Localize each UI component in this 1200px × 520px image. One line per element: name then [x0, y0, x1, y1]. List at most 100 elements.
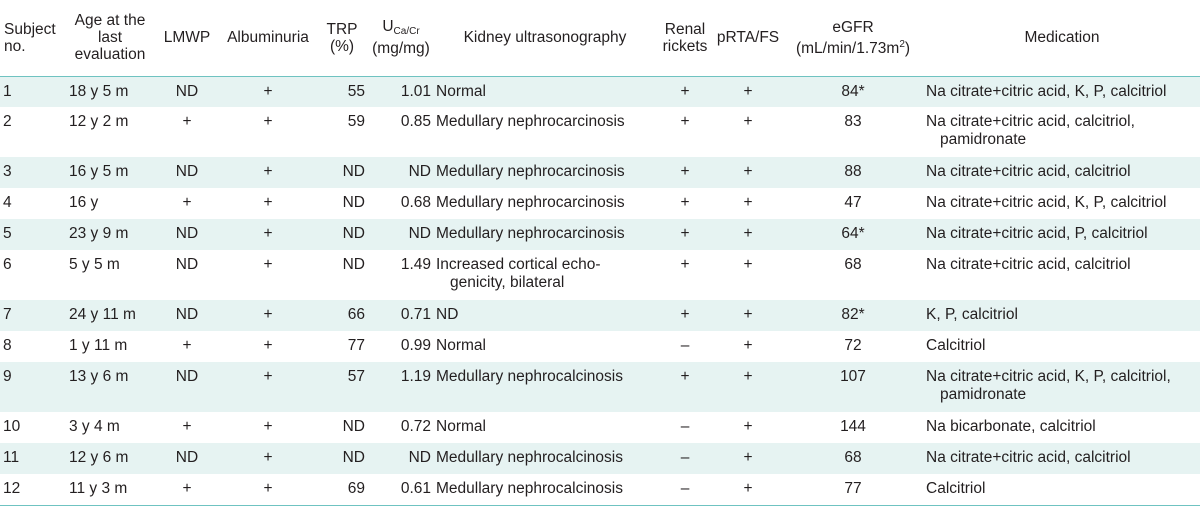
cell-rickets: + [680, 163, 690, 180]
header-row: Subject no. Age at the last evaluation L… [0, 0, 1200, 77]
cell-rickets: + [680, 306, 690, 323]
cell-subject: 10 [3, 418, 21, 435]
cell-egfr: 82* [841, 306, 865, 323]
cell-trp: 69 [347, 480, 365, 497]
cell-medication: Na citrate+citric acid, K, P, calcitriol [926, 82, 1167, 100]
cell-albuminuria: + [263, 194, 273, 211]
cell-rickets: + [680, 194, 690, 211]
cell-prta: + [743, 256, 753, 273]
cell-lmwp: + [182, 418, 192, 435]
cell-subject: 4 [3, 194, 12, 211]
cell-medication: Na citrate+citric acid, calcitriol [926, 163, 1131, 180]
cell-lmwp: + [182, 113, 192, 130]
cell-egfr: 88 [844, 163, 862, 180]
cell-age: 5 y 5 m [69, 256, 120, 273]
table-row: 8 1 y 11 m + +77 0.99 Normal – +72 Calcitriol [0, 331, 1200, 362]
cell-egfr: 64* [841, 225, 865, 242]
table-row: 2 12 y 2 m + +59 0.85 Medullary nephrocarcino… [0, 107, 1200, 157]
cell-age: 11 y 3 m [69, 480, 128, 497]
header-egfr-close: ) [904, 39, 911, 57]
cell-uca: 1.49 [400, 256, 431, 273]
header-egfr-unit: (mL/min/1.73m [795, 39, 900, 57]
table-row: 11 12 y 6 m ND + ND ND Medullary nephrocalcino… [0, 443, 1200, 474]
cell-subject: 12 [3, 480, 21, 497]
cell-egfr: 72 [844, 337, 862, 354]
cell-subject: 5 [3, 225, 12, 242]
cell-prta: + [743, 306, 753, 323]
cell-prta: + [743, 418, 753, 435]
header-medication: Medication [924, 0, 1200, 77]
cell-albuminuria: + [263, 449, 273, 466]
table-row: 9 13 y 6 m ND +57 1.19 Medullary nephrocalcin… [0, 362, 1200, 412]
cell-subject: 8 [3, 337, 12, 354]
cell-lmwp: + [182, 194, 192, 211]
cell-rickets: – [680, 480, 690, 497]
cell-prta: + [743, 480, 753, 497]
cell-medication: K, P, calcitriol [926, 306, 1018, 323]
cell-uca: 0.68 [400, 194, 431, 211]
cell-uca: 0.61 [400, 480, 431, 497]
cell-albuminuria: + [263, 82, 273, 100]
header-lmwp: LMWP [154, 0, 220, 77]
cell-age: 12 y 6 m [69, 449, 129, 466]
table-row: 3 16 y 5 m ND + ND ND Medullary nephrocarcinos… [0, 157, 1200, 188]
cell-albuminuria: + [263, 306, 273, 323]
cell-prta: + [743, 449, 753, 466]
cell-lmwp: ND [175, 368, 199, 385]
cell-age: 12 y 2 m [69, 113, 129, 130]
header-kidney: Kidney ultrasonography [434, 0, 656, 77]
cell-trp: 66 [347, 306, 365, 323]
cell-age: 16 y 5 m [69, 163, 129, 180]
cell-uca: 0.99 [400, 337, 431, 354]
cell-uca: 0.71 [400, 306, 431, 323]
cell-lmwp: ND [175, 449, 199, 466]
cell-rickets: – [680, 337, 690, 354]
header-albuminuria: Albuminuria [220, 0, 316, 77]
table-row: 7 24 y 11 m ND +66 0.71 ND + +82* K, P, calcitri… [0, 300, 1200, 331]
cell-egfr: 83 [844, 113, 862, 130]
cell-kidney: Medullary nephrocalcinosis [436, 480, 623, 497]
cell-uca: 1.01 [400, 82, 431, 100]
cell-rickets: – [680, 449, 690, 466]
cell-kidney: Medullary nephrocarcinosis [436, 194, 625, 211]
cell-age: 23 y 9 m [69, 225, 129, 242]
cell-trp: 55 [347, 82, 365, 100]
cell-subject: 6 [3, 256, 12, 273]
cell-kidney: Normal [436, 418, 486, 435]
cell-subject: 7 [3, 306, 12, 323]
clinical-data-table: Subject no. Age at the last evaluation L… [0, 0, 1200, 505]
cell-kidney: Increased cortical echo-genicity, bilate… [436, 256, 601, 291]
cell-prta: + [743, 225, 753, 242]
cell-lmwp: ND [175, 163, 199, 180]
table-row: 12 11 y 3 m + +69 0.61 Medullary nephrocalcin… [0, 474, 1200, 505]
table-row: 6 5 y 5 m ND + ND 1.49 Increased cortical echo… [0, 250, 1200, 300]
header-egfr-main: eGFR [832, 18, 874, 36]
cell-prta: + [743, 194, 753, 211]
cell-prta: + [743, 368, 753, 385]
table-row: 4 16 y + + ND 0.68 Medullary nephrocarcinosis +… [0, 188, 1200, 219]
cell-subject: 11 [3, 449, 20, 466]
cell-egfr: 47 [844, 194, 862, 211]
cell-trp: ND [342, 449, 365, 466]
cell-subject: 3 [3, 163, 12, 180]
cell-prta: + [743, 82, 753, 100]
header-uca-unit: (mg/mg) [372, 40, 430, 58]
cell-kidney: ND [436, 306, 459, 323]
cell-trp: ND [342, 194, 365, 211]
cell-rickets: + [680, 82, 690, 100]
header-prta: pRTA/FS [714, 0, 782, 77]
cell-rickets: – [680, 418, 690, 435]
header-egfr: eGFR (mL/min/1.73m2) [782, 0, 924, 77]
cell-trp: ND [342, 418, 365, 435]
cell-medication: Na citrate+citric acid, calcitriol, pami… [926, 113, 1135, 148]
cell-trp: ND [342, 256, 365, 273]
cell-uca: 0.72 [400, 418, 431, 435]
cell-kidney: Medullary nephrocalcinosis [436, 368, 623, 385]
cell-albuminuria: + [263, 225, 273, 242]
cell-age: 1 y 11 m [69, 337, 128, 354]
cell-uca: ND [408, 225, 431, 242]
cell-age: 16 y [69, 194, 99, 211]
cell-trp: 57 [347, 368, 365, 385]
cell-prta: + [743, 163, 753, 180]
cell-rickets: + [680, 256, 690, 273]
